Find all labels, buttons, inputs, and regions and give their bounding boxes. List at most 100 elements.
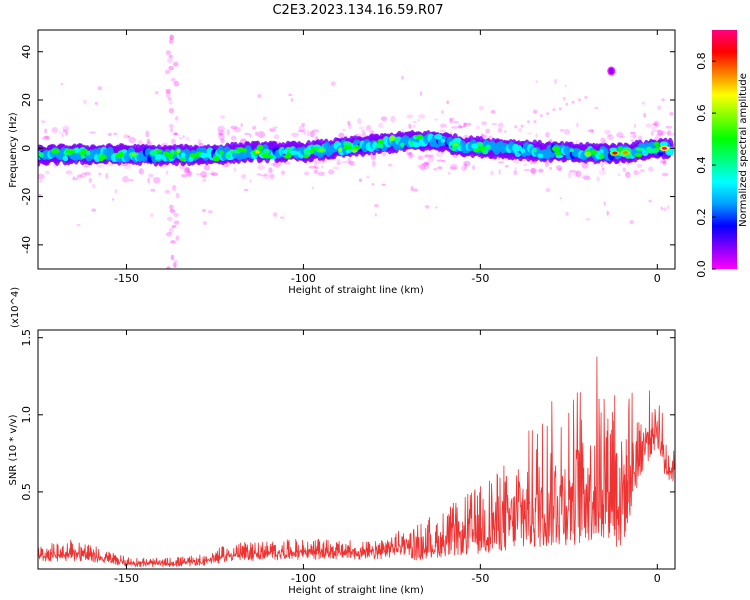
spectrogram-speck <box>576 122 579 128</box>
spectrogram-halo <box>257 131 266 139</box>
spectrogram-ytick-label: -40 <box>20 236 33 254</box>
spectrogram-speck <box>656 105 662 111</box>
spectrogram-peak-center <box>661 146 667 150</box>
spectrogram-halo <box>412 124 416 129</box>
spectrogram-hot <box>389 135 396 142</box>
spectrogram-halo <box>280 170 286 175</box>
spectrogram-hot <box>100 154 107 160</box>
spectrogram-halo <box>128 136 137 144</box>
spectrogram-halo <box>575 170 582 178</box>
spectrogram-streak <box>167 97 172 101</box>
spectrogram-halo <box>218 133 225 141</box>
snr-xtick-label: 0 <box>654 572 661 585</box>
spectrogram-hot <box>345 149 351 154</box>
spectrogram-halo <box>371 160 376 167</box>
spectrogram-ylabel: Frequency (Hz) <box>8 112 19 188</box>
colorbar-tick-label: 0.6 <box>695 104 708 122</box>
spectrogram-halo <box>659 160 667 164</box>
spectrogram-hot <box>645 146 653 153</box>
spectrogram-halo <box>187 170 192 177</box>
spectrogram-halo <box>600 163 604 168</box>
spectrogram-hot <box>351 148 358 153</box>
spectrogram-speck <box>374 213 377 217</box>
spectrogram-hot <box>68 149 75 155</box>
spectrogram-halo <box>200 171 208 178</box>
spectrogram-halo <box>360 129 366 133</box>
spectrogram-halo <box>98 172 102 176</box>
spectrogram-halo <box>252 125 257 130</box>
spectrogram-halo <box>169 127 174 133</box>
spectrogram-xtick-label: 0 <box>654 272 661 285</box>
spectrogram-halo <box>256 173 262 176</box>
spectrogram-halo <box>185 136 190 141</box>
spectrogram-hot <box>149 150 158 156</box>
spectrogram-halo <box>218 132 223 136</box>
spectrogram-speck <box>91 208 97 212</box>
spectrogram-hot <box>554 151 562 156</box>
colorbar-bar <box>712 30 737 269</box>
spectrogram-halo <box>652 123 658 126</box>
spectrogram-halo <box>313 161 317 168</box>
spectrogram-speck <box>83 99 87 105</box>
spectrogram-halo <box>657 129 664 136</box>
spectrogram-speck <box>594 106 599 110</box>
spectrogram-halo <box>361 131 366 138</box>
spectrogram-halo <box>378 122 384 129</box>
spectrogram-halo <box>583 175 591 180</box>
spectrogram-halo <box>450 163 458 170</box>
spectrogram-streak <box>173 262 177 268</box>
spectrogram-halo <box>51 127 58 134</box>
spectrogram-speck <box>374 204 379 208</box>
spectrogram-hot <box>473 148 478 153</box>
spectrogram-speck <box>424 205 430 209</box>
spectrogram-halo <box>424 154 432 158</box>
spectrogram-hot <box>166 152 174 159</box>
spectrogram-hot <box>471 143 479 149</box>
spectrogram-halo <box>342 128 346 132</box>
spectrogram-halo <box>514 167 518 171</box>
spectrogram-ytick-label: -20 <box>20 188 33 206</box>
spectrogram-streak <box>165 92 171 99</box>
spectrogram-halo <box>458 125 465 128</box>
spectrogram-hot <box>225 153 231 159</box>
spectrogram-halo <box>210 171 216 176</box>
spectrogram-streak <box>170 77 176 82</box>
spectrogram-halo <box>220 138 225 144</box>
snr-multiplier: (x10^4) <box>10 287 21 328</box>
spectrogram-hot <box>598 154 605 159</box>
spectrogram-speck <box>88 177 93 183</box>
spectrogram-streak <box>168 54 173 59</box>
spectrogram-halo <box>461 164 467 172</box>
spectrogram-halo <box>408 123 412 129</box>
spectrogram-halo <box>490 170 494 176</box>
spectrogram-halo <box>463 122 472 127</box>
spectrogram-streak <box>164 69 171 75</box>
spectrogram-halo <box>84 171 91 176</box>
spectrogram-halo <box>291 132 299 138</box>
spectrogram-speck <box>591 128 594 134</box>
spectrogram-halo <box>269 173 275 180</box>
spectrogram-speck <box>91 183 96 189</box>
spectrogram-halo <box>622 167 627 173</box>
spectrogram-trace <box>571 100 575 104</box>
spectrogram-speck <box>288 93 293 97</box>
spectrogram-speck <box>669 111 674 116</box>
spectrogram-speck <box>419 91 423 96</box>
spectrogram-halo <box>427 156 435 163</box>
spectrogram-hot <box>118 151 124 156</box>
spectrogram-hot <box>377 138 385 145</box>
spectrogram-halo <box>569 170 576 173</box>
spectrogram-speck <box>262 116 267 121</box>
spectrogram-halo <box>497 161 505 164</box>
spectrogram-xtick-label: -50 <box>471 272 489 285</box>
spectrogram-streak <box>169 34 175 40</box>
spectrogram-hot <box>654 141 660 147</box>
spectrogram-hot <box>434 133 443 140</box>
spectrogram-hot <box>74 147 80 153</box>
spectrogram-halo <box>312 129 320 133</box>
spectrogram-halo <box>108 132 112 137</box>
spectrogram-speck <box>60 82 64 86</box>
spectrogram-halo <box>417 114 426 119</box>
spectrogram-halo <box>233 127 242 133</box>
spectrogram-halo <box>650 130 654 137</box>
